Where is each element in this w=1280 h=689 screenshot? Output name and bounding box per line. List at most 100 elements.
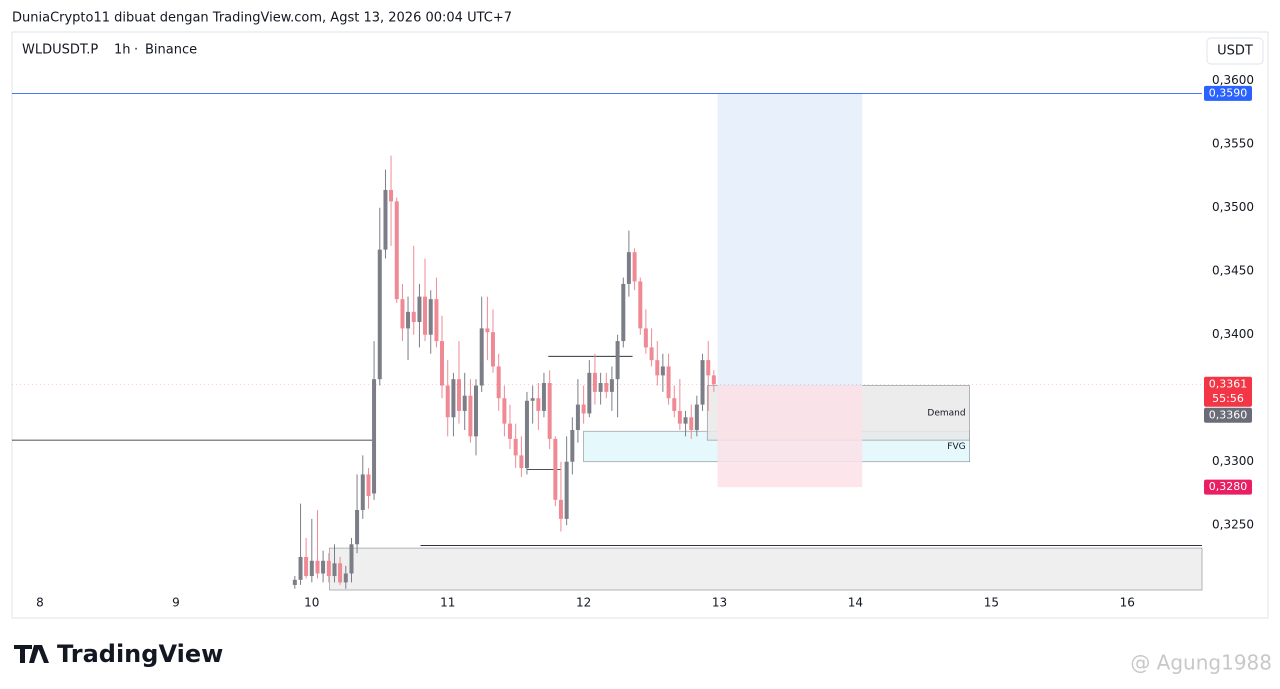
candle-body [304, 556, 309, 577]
x-tick-label: 14 [848, 596, 863, 610]
candle-body [689, 417, 694, 430]
candle-body [485, 328, 490, 333]
candle-body [366, 474, 371, 497]
interval: 1h [114, 43, 131, 58]
candle-body [292, 579, 297, 585]
candle-body [507, 423, 512, 439]
candle-body [694, 404, 699, 430]
currency[interactable]: USDT [1217, 44, 1253, 59]
candle-body [496, 366, 501, 399]
price-badge [1204, 85, 1252, 101]
x-tick-label: 15 [984, 596, 999, 610]
candle-body [309, 560, 314, 577]
candle-body [377, 249, 382, 380]
symbol: WLDUSDT.P [22, 43, 98, 58]
candle-body [660, 366, 665, 376]
candle-body [666, 366, 671, 399]
candle-body [626, 252, 631, 284]
candle-body [456, 379, 461, 411]
candle-body [462, 395, 467, 411]
candle-body [338, 563, 343, 583]
candle-body [394, 201, 399, 300]
price-badge [1204, 376, 1252, 407]
candle-body [434, 299, 439, 342]
zone [329, 547, 1203, 591]
candle-body [711, 375, 716, 385]
y-tick-label: 0,3500 [1212, 200, 1254, 214]
candle-body [672, 398, 677, 411]
y-tick-label: 0,3450 [1212, 264, 1254, 278]
candle-body [372, 379, 377, 494]
candle-body [570, 429, 575, 462]
candle-body [638, 281, 643, 329]
candle-body [349, 544, 354, 574]
candle-body [592, 372, 597, 392]
price-badge [1204, 407, 1252, 423]
position-stop [717, 385, 863, 488]
chart-frame [11, 31, 1269, 619]
x-tick-label: 16 [1120, 596, 1135, 610]
candle-body [321, 560, 326, 574]
candle-body [315, 560, 320, 574]
price-badge-label: 0,3590 [1209, 86, 1248, 99]
price-badge-label: 0,3361 [1209, 377, 1248, 390]
candle-body [587, 372, 592, 414]
y-tick-label: 0,3300 [1212, 454, 1254, 468]
x-tick-label: 13 [712, 596, 727, 610]
candle-body [445, 385, 450, 418]
currency-button[interactable] [1206, 37, 1264, 65]
x-tick-label: 11 [440, 596, 455, 610]
candle-body [343, 573, 348, 583]
candle-body [683, 417, 688, 424]
candle-body [547, 382, 552, 439]
candle-body [649, 347, 654, 361]
candle-body [524, 400, 529, 469]
candle-body [615, 341, 620, 380]
candle-body [581, 404, 586, 414]
candle-body [541, 382, 546, 411]
candle-body [383, 189, 388, 250]
candle-body [406, 311, 411, 329]
watermark: @ Agung1988 [1130, 651, 1272, 675]
price-badge-label: 0,3360 [1209, 408, 1248, 421]
candle-body [411, 311, 416, 323]
plot: 8 9 10 11 12 13 14 15 16 0,3250 0,3300 0,3400 0,3450… [12, 73, 1254, 610]
position-target [717, 93, 863, 386]
candle-body [440, 341, 445, 386]
candle-body [632, 252, 637, 282]
candle-body [332, 563, 337, 577]
candle-body [621, 283, 626, 342]
candle-body [423, 296, 428, 335]
candle-body [530, 398, 535, 401]
candle-body [677, 410, 682, 424]
candle-body [490, 332, 495, 367]
candle-body [643, 328, 648, 348]
candle-body [575, 404, 580, 430]
candle-body [468, 395, 473, 437]
y-tick-label: 0,3250 [1212, 518, 1254, 532]
zone-label: FVG [947, 442, 965, 452]
candle-body [451, 379, 456, 418]
x-tick-label: 10 [304, 596, 319, 610]
zone-label: Demand [927, 408, 965, 418]
candle-body [700, 360, 705, 405]
price-badge-label: 0,3280 [1209, 480, 1248, 493]
candle-body [536, 398, 541, 411]
exchange: Binance [145, 43, 197, 58]
price-badge [1204, 479, 1252, 495]
candle-body [355, 509, 360, 545]
candle-body [360, 474, 365, 510]
candle-body [604, 382, 609, 392]
y-tick-label: 0,3550 [1212, 137, 1254, 151]
candle-body [553, 438, 558, 500]
candle-body [428, 299, 433, 335]
candle-body [417, 296, 422, 323]
candle-body [519, 455, 524, 469]
candle-body [400, 299, 405, 329]
candle-body [706, 360, 711, 376]
y-tick-label: 0,3400 [1212, 327, 1254, 341]
candle-body [598, 382, 603, 392]
candle-body [479, 328, 484, 386]
